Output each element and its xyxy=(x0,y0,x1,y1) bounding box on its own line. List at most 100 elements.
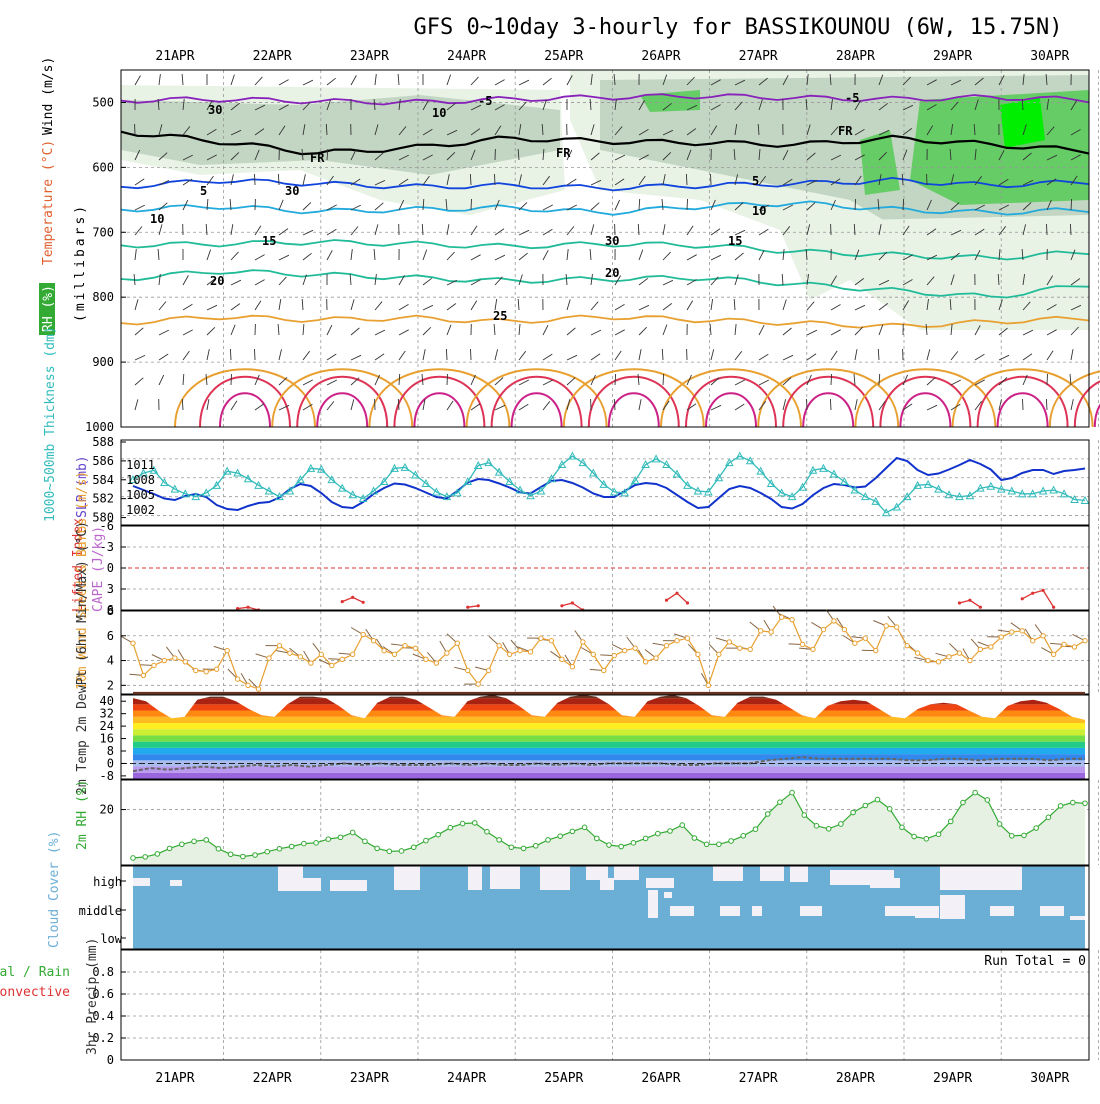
wind-speed-point xyxy=(539,636,543,640)
rh2m-point xyxy=(863,803,868,808)
wind-barb xyxy=(255,174,256,185)
rh2m-point xyxy=(131,856,136,861)
wind-speed-point xyxy=(800,642,804,646)
rh2m-point xyxy=(875,797,880,802)
slp-tick-label: 1011 xyxy=(126,458,155,472)
wind-barb xyxy=(855,199,856,210)
wind-speed-point xyxy=(350,652,354,656)
lifted-point xyxy=(686,601,689,604)
rh2m-point xyxy=(289,844,294,849)
rh2m-point xyxy=(424,838,429,843)
wind-speed-point xyxy=(152,663,156,667)
rh2m-point xyxy=(350,830,355,835)
tick-label: 32 xyxy=(100,707,114,721)
rh2m-point xyxy=(460,821,465,826)
cloud-gap xyxy=(670,906,694,916)
precip-total-label: Total / Rain xyxy=(0,965,70,980)
wind-speed-point xyxy=(769,630,773,634)
wind-speed-point xyxy=(957,651,961,655)
cloud-gap xyxy=(713,866,743,881)
cloud-gap xyxy=(800,906,822,916)
tick-label: 900 xyxy=(92,355,114,369)
contour-label: 20 xyxy=(605,266,619,280)
date-label-top: 28APR xyxy=(836,49,875,64)
rh2m-point xyxy=(680,823,685,828)
date-label-bottom: 26APR xyxy=(641,1071,680,1086)
cloud-gap xyxy=(330,880,355,891)
date-label-top: 25APR xyxy=(544,49,583,64)
lifted-point xyxy=(560,604,563,607)
cloud-gap xyxy=(940,895,965,919)
cape-axis-label: CAPE (J/kg) xyxy=(91,526,106,612)
rh2m-point xyxy=(704,842,709,847)
chart-title: GFS 0~10day 3-hourly for BASSIKOUNOU (6W… xyxy=(413,15,1062,40)
wind-speed-point xyxy=(602,668,606,672)
wind-speed-point xyxy=(361,632,365,636)
temp-band xyxy=(133,767,1085,773)
lifted-point xyxy=(675,592,678,595)
precip-convective-label: Convective xyxy=(0,985,70,1000)
cloud-gap xyxy=(752,906,762,916)
contour-label: 10 xyxy=(432,106,446,120)
date-label-bottom: 23APR xyxy=(350,1071,389,1086)
millibars-label: (millibars) xyxy=(73,203,88,322)
rh2m-point xyxy=(753,827,758,832)
wind-speed-point xyxy=(685,636,689,640)
rh2m-point xyxy=(570,829,575,834)
rh2m-point xyxy=(241,854,246,859)
rh2m-point xyxy=(1046,815,1051,820)
rh2m-point xyxy=(302,841,307,846)
contour-label: FR xyxy=(556,146,571,160)
wind-speed-point xyxy=(779,615,783,619)
rh2m-point xyxy=(485,829,490,834)
wind-barb xyxy=(830,399,831,410)
wind-speed-point xyxy=(497,643,501,647)
temperature-bands xyxy=(133,692,1085,779)
date-label-bottom: 29APR xyxy=(933,1071,972,1086)
cloud-gap xyxy=(720,906,740,916)
wind-speed-point xyxy=(340,657,344,661)
temp-band xyxy=(133,717,1085,723)
cloud-gap xyxy=(915,906,939,918)
cloud-gap xyxy=(870,878,900,888)
cloud-gap xyxy=(940,866,1000,890)
contour-label: FR xyxy=(310,151,325,165)
wind-barb xyxy=(1071,199,1072,210)
wind-speed-point xyxy=(528,650,532,654)
rh2m-point xyxy=(253,853,258,858)
rh2m-point xyxy=(826,826,831,831)
date-label-bottom: 30APR xyxy=(1030,1071,1069,1086)
wind-barb xyxy=(663,374,664,385)
wind-speed-point xyxy=(947,655,951,659)
wind-barb xyxy=(255,349,256,360)
cloud-gap xyxy=(646,878,674,888)
cloud-gap xyxy=(394,866,420,890)
rh2m-point xyxy=(790,790,795,795)
rh2m-point xyxy=(765,812,770,817)
tick-label: 586 xyxy=(92,454,114,468)
wind-speed-point xyxy=(654,656,658,660)
wind-barb xyxy=(471,349,472,360)
tick-label: 0 xyxy=(107,1053,114,1067)
lifted-point xyxy=(466,606,469,609)
tick-label: 0 xyxy=(107,756,114,770)
date-label-bottom: 28APR xyxy=(836,1071,875,1086)
rh2m-point xyxy=(887,807,892,812)
wind-speed-point xyxy=(978,647,982,651)
tick-label: 16 xyxy=(100,732,114,746)
wind-speed-point xyxy=(1062,642,1066,646)
wind-speed-point xyxy=(1083,639,1087,643)
cloud-gap xyxy=(586,866,608,880)
tick-label: 1000 xyxy=(85,420,114,434)
rh2m-point xyxy=(643,836,648,841)
wind-speed-point xyxy=(874,648,878,652)
wind-barb xyxy=(711,174,712,185)
rh2m-point xyxy=(167,846,172,851)
wind-barb xyxy=(278,174,279,185)
rh2m-point xyxy=(277,846,282,851)
precip-axis-label: 3hr Precip (mm) xyxy=(85,938,100,1055)
tick-label: 800 xyxy=(92,290,114,304)
rh2m-point xyxy=(472,821,477,826)
wind-speed-point xyxy=(863,636,867,640)
rh2m-point xyxy=(900,825,905,830)
